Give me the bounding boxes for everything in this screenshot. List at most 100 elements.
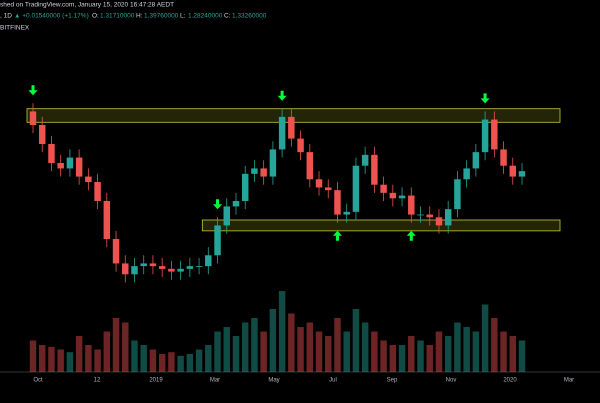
candle-body [269,149,277,177]
volume-bar [195,349,203,372]
candle-body [435,217,443,226]
volume-bar [398,345,406,372]
arrow-marker [406,230,416,241]
candle-body [315,179,323,188]
volume-bar [38,345,46,372]
x-tick-label: May [268,378,279,384]
volume-bar [260,331,267,372]
candle-body [168,268,175,272]
candle-body [241,173,249,201]
candle-body [57,163,64,169]
volume-bar [426,345,433,372]
volume-bar [186,354,194,372]
volume-bar [269,309,277,372]
candle-body [491,119,498,150]
volume-bar [205,345,212,372]
candle-body [500,149,507,166]
candle-body [140,263,147,267]
ohlc-label: O: [92,13,99,20]
volume-bar [509,336,517,372]
volume-bar [158,354,166,372]
volume-bar [371,331,378,372]
volume-bar [177,355,184,372]
candle-body [444,209,452,226]
candle-body [408,195,415,215]
volume-bar [454,322,461,372]
x-tick-label: Nov [446,378,457,384]
volume-bar [389,345,397,372]
candle-body [306,152,314,180]
ohlc-value: 1.31710000 [100,13,135,20]
volume-bar [408,336,415,372]
volume-bar [168,352,175,372]
volume-bar [518,340,526,372]
ohlc-label: H: [136,13,143,20]
x-tick-label: Sep [387,378,398,384]
candle-body [177,268,184,272]
ohlc-value: 1.39760000 [144,13,179,20]
volume-bar [85,345,92,372]
volume-bar [48,346,55,372]
candle-body [223,206,230,226]
candle-body [454,179,461,210]
x-tick-label: 2019 [149,378,163,384]
volume-bar [131,340,138,372]
interval: , 1D [0,13,12,20]
volume-bar [352,309,360,372]
candle-body [75,157,83,177]
candle-body [325,187,332,191]
candle-body [334,190,341,215]
candle-body [417,214,424,216]
candle-body [214,225,221,256]
candle-body [48,144,55,163]
volume-bar [435,331,443,372]
arrow-marker [28,85,38,96]
candle-body [288,116,295,139]
x-tick-label: Jul [329,378,337,384]
arrow-marker [213,199,223,210]
volume-bar [112,318,120,372]
change: ▲ +0.01540000 (+1.17%) [14,13,89,20]
arrow-marker [277,90,287,101]
volume-bar [75,336,83,372]
candle-body [463,168,470,180]
volume-bar [66,352,74,372]
volume-bar [380,340,387,372]
volume-bar [29,340,37,372]
candle-body [251,168,258,174]
x-tick-label: Mar [564,378,574,384]
volume-bar [57,349,64,372]
ohlc-label: L: [180,13,186,20]
candle-body [509,165,517,177]
candle-body [426,214,433,218]
volume-bar [288,313,295,372]
volume-bar [241,322,249,372]
candle-body [352,165,360,212]
candle-body [380,184,387,193]
volume-bar [491,318,498,372]
x-tick-label: Mar [210,378,220,384]
candle-body [131,266,138,275]
candle-body [205,255,212,267]
candle-body [361,154,369,166]
volume-bar [251,318,258,372]
volume-bar [343,331,350,372]
candle-body [343,211,350,215]
volume-bar [122,322,129,372]
volume-bar [149,349,157,372]
candle-body [260,168,267,177]
arrow-marker [332,230,342,241]
volume-bar [306,322,314,372]
volume-bar [361,322,369,372]
candle-body [232,201,240,207]
candle-body [122,263,129,275]
ohlc-value: 1.33260000 [232,13,267,20]
zone [201,219,561,232]
candle-body [149,263,157,267]
candle-body [481,119,489,153]
candle-body [66,157,74,169]
volume-bar [325,336,332,372]
volume-bar [140,345,147,372]
